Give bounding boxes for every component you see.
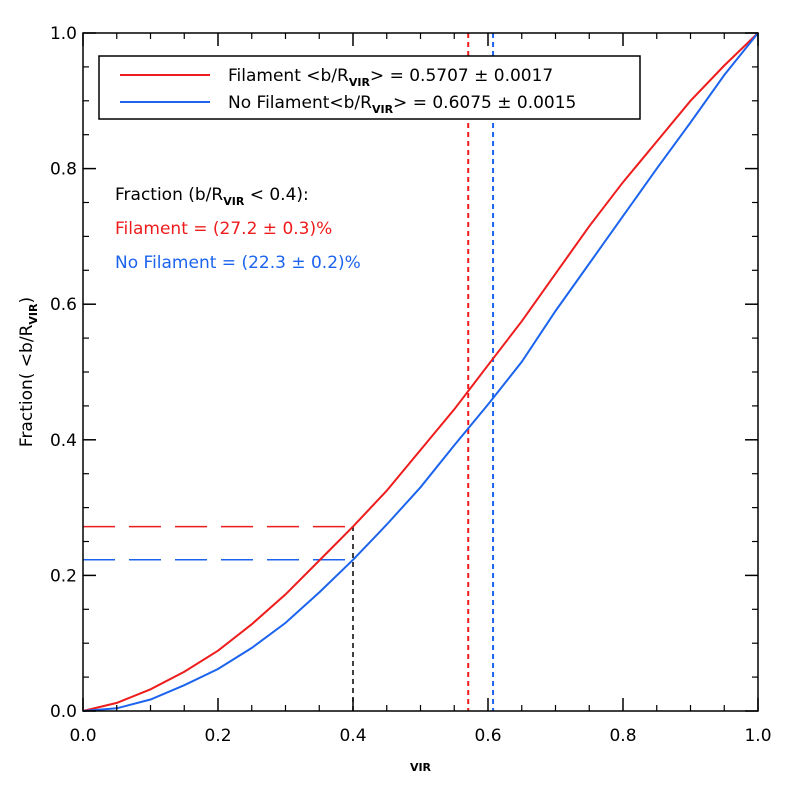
annotation-block: Fraction (b/RVIR < 0.4): Filament = (27.2…: [115, 185, 361, 273]
y-tick-label: 0.8: [50, 160, 77, 180]
x-tick-label: 0.8: [609, 726, 636, 746]
y-tick-label: 0.2: [50, 566, 77, 586]
y-tick-label: 0.4: [50, 431, 77, 451]
legend-label-1: No Filament<b/RVIR> = 0.6075 ± 0.0015: [228, 93, 576, 116]
axis-titles: VIR Fraction( <b/RVIR): [17, 297, 432, 774]
annotation-line-0: Fraction (b/RVIR < 0.4):: [115, 185, 309, 208]
plot-frame: [82, 32, 759, 712]
x-axis-title: VIR: [410, 761, 432, 774]
y-tick-label: 0.0: [50, 702, 77, 722]
series-line-1: [82, 32, 759, 712]
axes: 0.0 0.2 0.4 0.6 0.8 1.0 0.0 0.2 0.4 0.6 0.8 1.0: [50, 24, 772, 746]
y-tick-label: 0.6: [50, 295, 77, 315]
x-tick-label: 0.0: [69, 726, 96, 746]
annotation-line-1: Filament = (27.2 ± 0.3)%: [115, 219, 332, 239]
legend-box: [98, 55, 641, 120]
x-tick-label: 1.0: [744, 726, 771, 746]
plot-marks: [82, 32, 759, 712]
series-line-0: [82, 32, 759, 712]
annotation-line-2: No Filament = (22.3 ± 0.2)%: [115, 253, 361, 273]
y-tick-label: 1.0: [50, 24, 77, 44]
x-tick-label: 0.6: [474, 726, 501, 746]
x-tick-label: 0.2: [204, 726, 231, 746]
y-axis-title: Fraction( <b/RVIR): [17, 297, 40, 447]
x-tick-label: 0.4: [339, 726, 366, 746]
legend: Filament <b/RVIR> = 0.5707 ± 0.0017 No Fi…: [98, 55, 641, 120]
legend-label-0: Filament <b/RVIR> = 0.5707 ± 0.0017: [228, 66, 553, 89]
